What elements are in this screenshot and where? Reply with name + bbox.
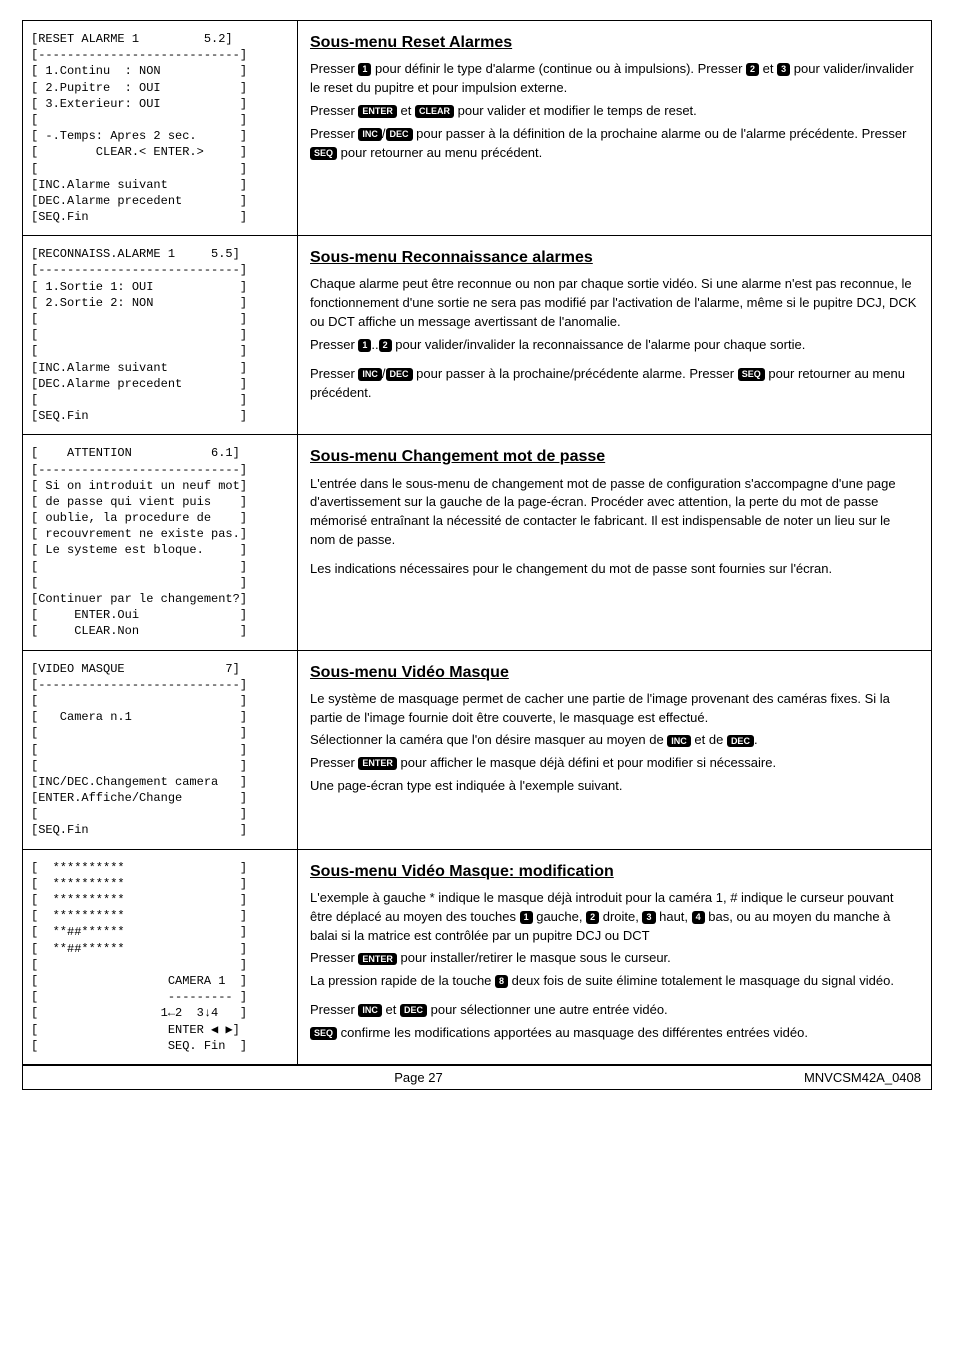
row-attention: [ ATTENTION 6.1] [----------------------… [23,435,931,650]
text-attention: Sous-menu Changement mot de passe L'entr… [298,435,931,649]
key-3: 3 [777,63,790,76]
row-reconn: [RECONNAISS.ALARME 1 5.5] [-------------… [23,236,931,435]
key-dec: DEC [386,128,413,141]
screen-masque: [VIDEO MASQUE 7] [----------------------… [23,651,298,849]
key-clear: CLEAR [415,105,454,118]
key-1: 1 [358,63,371,76]
key-enter: ENTER [358,105,397,118]
footer-doc: MNVCSM42A_0408 [804,1070,921,1085]
title-reconn: Sous-menu Reconnaissance alarmes [310,246,919,269]
title-attention: Sous-menu Changement mot de passe [310,445,919,468]
key-enter: ENTER [358,757,397,770]
key-1: 1 [358,339,371,352]
key-inc: INC [358,128,382,141]
footer-page: Page 27 [394,1070,442,1085]
key-2: 2 [379,339,392,352]
key-2: 2 [586,911,599,924]
title-masquemod: Sous-menu Vidéo Masque: modification [310,860,919,883]
text-reconn: Sous-menu Reconnaissance alarmes Chaque … [298,236,931,434]
footer: Page 27 MNVCSM42A_0408 [23,1065,931,1089]
key-inc: INC [358,368,382,381]
key-3: 3 [642,911,655,924]
key-4: 4 [692,911,705,924]
row-masquemod: [ ********** ] [ ********** ] [ ********… [23,850,931,1065]
key-2: 2 [746,63,759,76]
key-enter: ENTER [358,953,397,966]
screen-reset: [RESET ALARME 1 5.2] [------------------… [23,21,298,235]
title-reset: Sous-menu Reset Alarmes [310,31,919,54]
row-reset: [RESET ALARME 1 5.2] [------------------… [23,21,931,236]
key-dec: DEC [386,368,413,381]
title-masque: Sous-menu Vidéo Masque [310,661,919,684]
page: [RESET ALARME 1 5.2] [------------------… [22,20,932,1090]
key-dec: DEC [727,735,754,748]
key-8: 8 [495,975,508,988]
key-1: 1 [520,911,533,924]
key-inc: INC [358,1004,382,1017]
row-masque: [VIDEO MASQUE 7] [----------------------… [23,651,931,850]
text-reset: Sous-menu Reset Alarmes Presser 1 pour d… [298,21,931,235]
text-masque: Sous-menu Vidéo Masque Le système de mas… [298,651,931,849]
key-seq: SEQ [738,368,765,381]
key-inc: INC [667,735,691,748]
key-seq: SEQ [310,1027,337,1040]
key-dec: DEC [400,1004,427,1017]
key-seq: SEQ [310,147,337,160]
screen-attention: [ ATTENTION 6.1] [----------------------… [23,435,298,649]
screen-reconn: [RECONNAISS.ALARME 1 5.5] [-------------… [23,236,298,434]
screen-masquemod: [ ********** ] [ ********** ] [ ********… [23,850,298,1064]
text-masquemod: Sous-menu Vidéo Masque: modification L'e… [298,850,931,1064]
